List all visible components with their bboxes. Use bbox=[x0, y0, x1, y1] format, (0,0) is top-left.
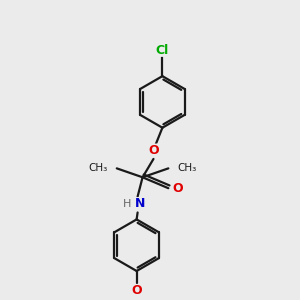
Text: CH₃: CH₃ bbox=[88, 164, 108, 173]
Text: O: O bbox=[148, 143, 159, 157]
Text: CH₃: CH₃ bbox=[177, 164, 196, 173]
Text: O: O bbox=[172, 182, 183, 195]
Text: H: H bbox=[122, 199, 131, 208]
Text: O: O bbox=[131, 284, 142, 297]
Text: N: N bbox=[135, 197, 145, 210]
Text: Cl: Cl bbox=[156, 44, 169, 57]
